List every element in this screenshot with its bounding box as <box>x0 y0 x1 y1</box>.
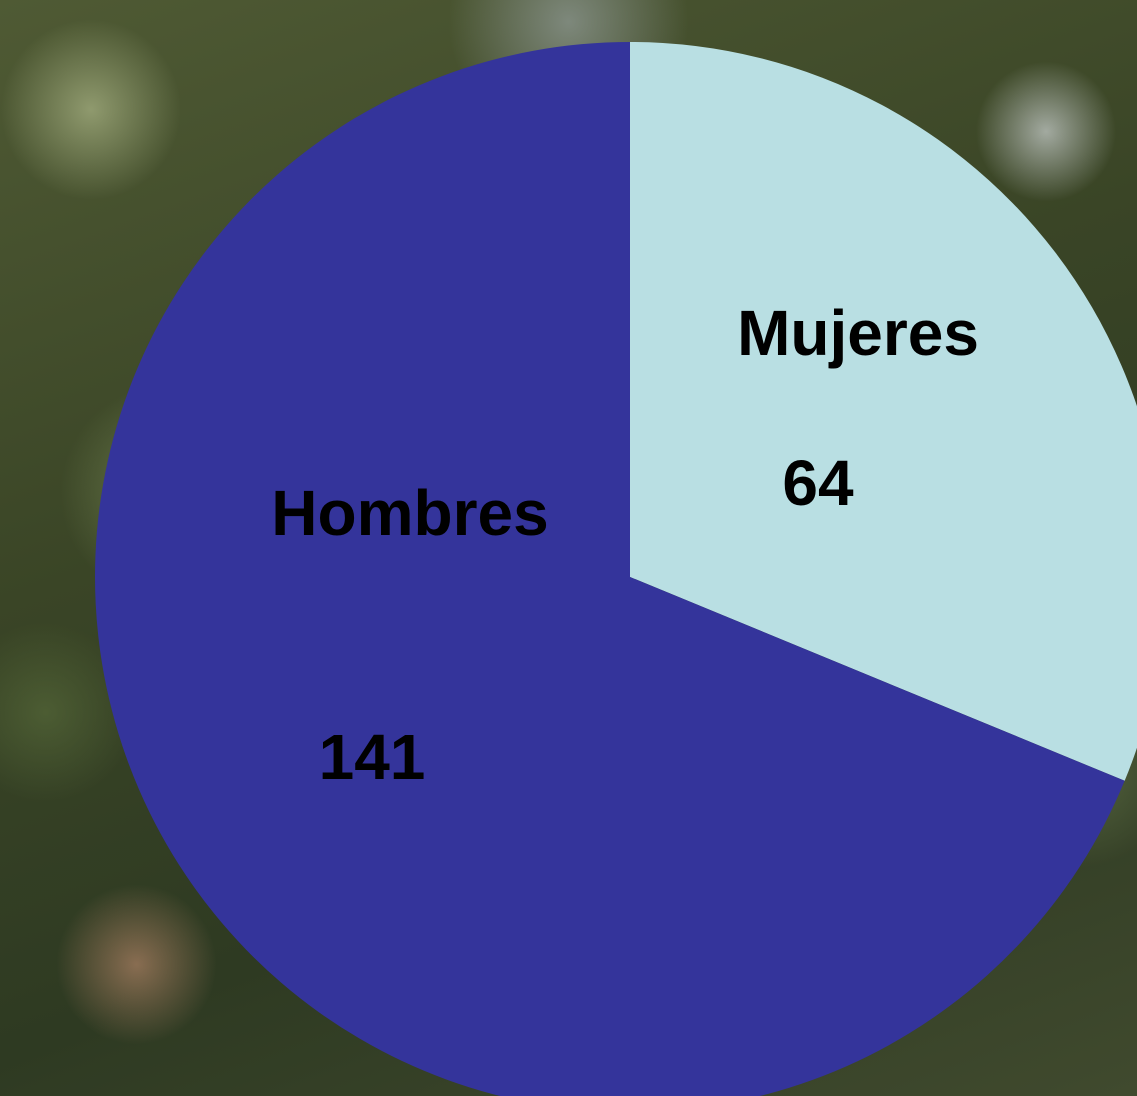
slice-value: 141 <box>319 721 426 793</box>
slice-label: Hombres <box>271 477 548 549</box>
pie-slice <box>630 42 1137 781</box>
slice-value: 64 <box>782 447 854 519</box>
slice-label: Mujeres <box>737 297 979 369</box>
pie-slice <box>95 42 1125 1096</box>
